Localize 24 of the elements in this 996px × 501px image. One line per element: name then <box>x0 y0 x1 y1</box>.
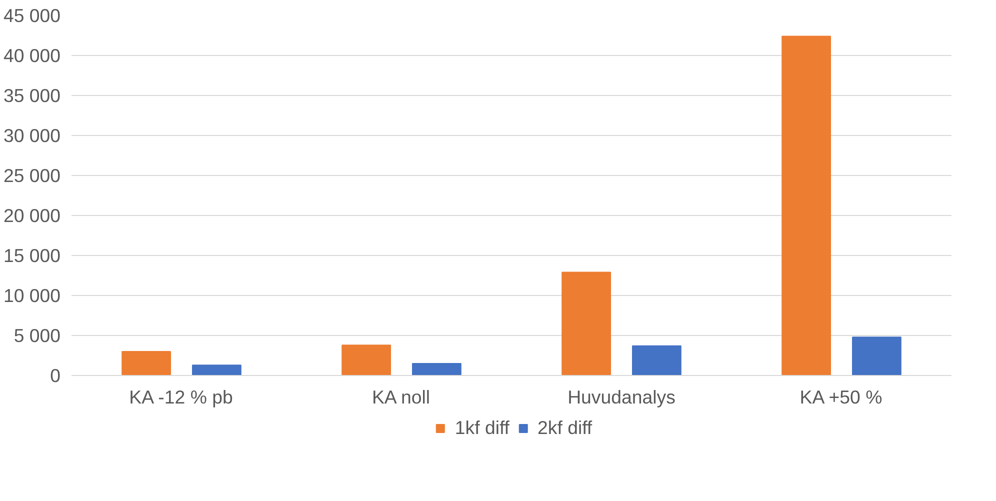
bar <box>342 344 391 376</box>
x-tick-label: KA +50 % <box>800 386 882 408</box>
bar <box>852 336 902 376</box>
bar <box>412 363 462 376</box>
legend-label: 1kf diff <box>454 417 510 439</box>
y-tick-label: 45 000 <box>3 5 60 26</box>
bar <box>632 345 682 376</box>
y-tick-label: 10 000 <box>3 285 60 306</box>
bar <box>192 364 242 376</box>
y-tick-label: 30 000 <box>3 125 60 146</box>
y-tick-label: 0 <box>50 365 61 386</box>
y-tick-label: 15 000 <box>3 245 60 266</box>
x-tick-label: KA noll <box>372 386 430 408</box>
y-tick-label: 5 000 <box>14 325 60 346</box>
bar <box>782 36 831 376</box>
y-tick-label: 20 000 <box>3 205 60 226</box>
bar <box>122 351 171 376</box>
y-tick-label: 35 000 <box>3 85 60 106</box>
y-tick-label: 40 000 <box>3 45 60 66</box>
legend-label: 2kf diff <box>538 417 592 439</box>
x-tick-label: Huvudanalys <box>568 386 676 408</box>
bar <box>562 272 611 376</box>
x-tick-label: KA -12 % pb <box>129 386 233 408</box>
y-tick-label: 25 000 <box>3 165 60 186</box>
